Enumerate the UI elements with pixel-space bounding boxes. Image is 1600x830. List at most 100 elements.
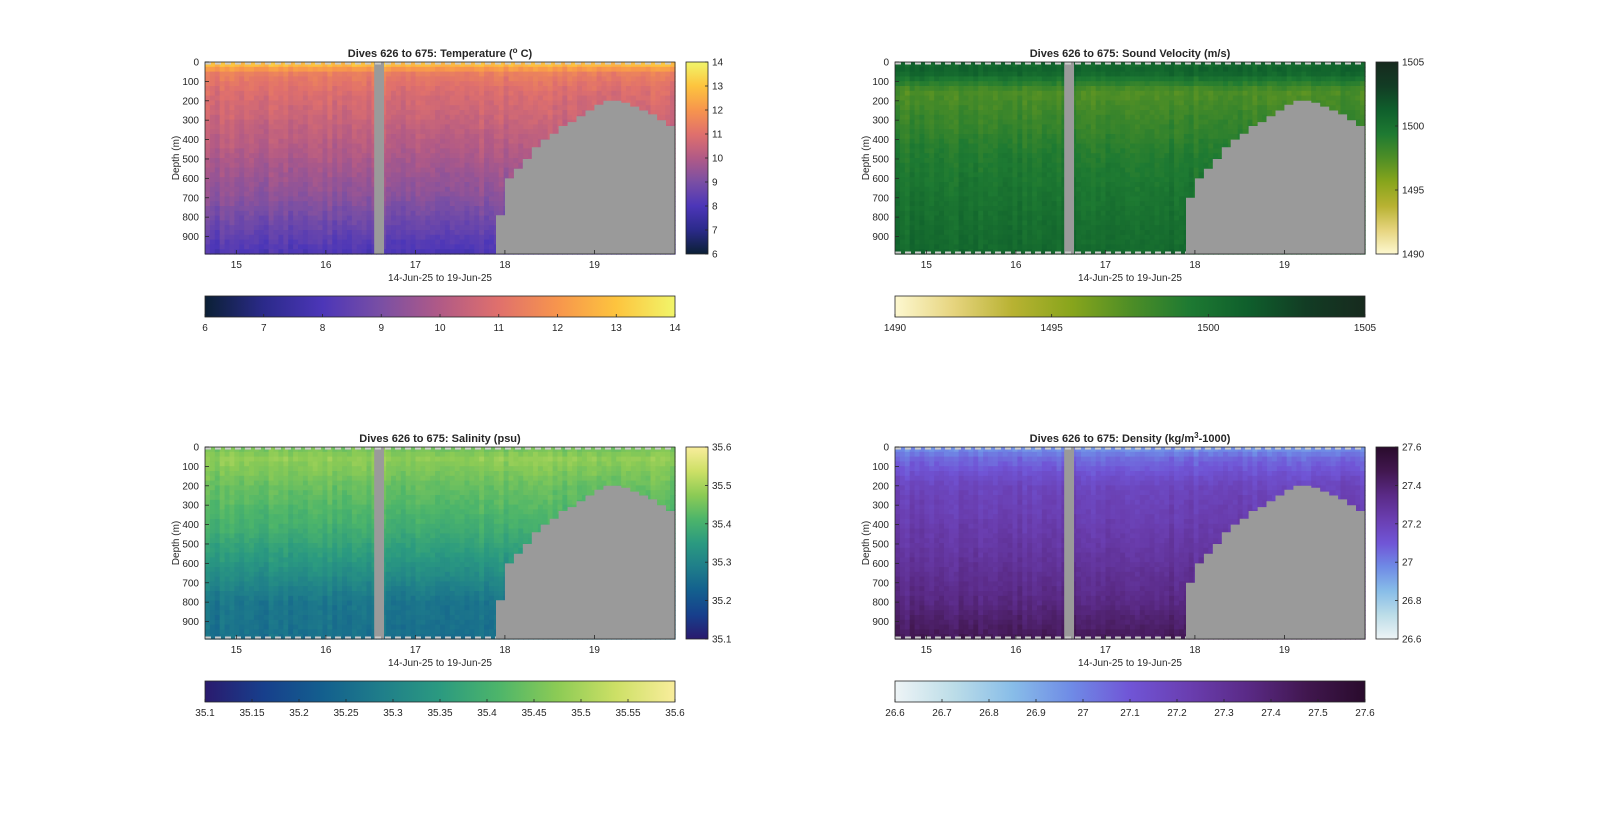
heatmap-cell [464,62,470,68]
heatmap-cell [924,124,930,130]
heatmap-cell [1017,215,1023,221]
heatmap-cell [953,167,960,173]
heatmap-cell [253,148,260,154]
heatmap-cell [440,138,446,145]
heatmap-cell [351,143,358,149]
heatmap-cell [253,244,260,250]
title-part: Dives 626 to 675: Temperature ( [348,48,513,60]
heatmap-cell [1017,167,1023,173]
heatmap-cell [909,100,916,106]
heatmap-cell [895,143,901,149]
heatmap-cell [346,110,353,116]
heatmap-cell [298,153,304,159]
heatmap-cell [909,90,916,97]
heatmap-cell [253,239,260,245]
heatmap-cell [327,100,333,106]
heatmap-cell [988,196,994,202]
heatmap-cell [919,196,925,202]
heatmap-cell [493,196,500,202]
heatmap-cell [361,71,368,77]
heatmap-cell [479,100,485,106]
heatmap-cell [440,177,446,183]
heatmap-cell [244,225,250,231]
heatmap-cell [1002,86,1009,92]
heatmap-cell [273,210,280,217]
heatmap-cell [493,129,500,135]
heatmap-cell [904,215,911,221]
heatmap-cell [968,201,974,207]
heatmap-cell [895,239,901,245]
heatmap-cell [581,81,588,87]
heatmap-cell [332,138,338,145]
heatmap-cell [234,124,240,130]
heatmap-cell [557,114,563,121]
heatmap-cell [224,162,231,169]
heatmap-cell [493,95,500,101]
heatmap-cell [278,230,284,236]
heatmap-cell [934,124,940,130]
heatmap-cell [533,114,539,121]
heatmap-cell [307,244,314,250]
heatmap-cell [523,129,529,135]
heatmap-cell [327,148,333,154]
heatmap-cell [405,210,412,217]
heatmap-cell [513,158,519,164]
heatmap-cell [464,206,470,212]
heatmap-cell [459,105,466,111]
heatmap-cell [395,100,402,106]
heatmap-cell [366,119,373,125]
heatmap-cell [488,215,495,221]
heatmap-cell [229,129,235,135]
heatmap-cell [415,230,422,236]
heatmap-cell [361,210,368,217]
heatmap-cell [249,100,255,106]
heatmap-cell [327,90,333,97]
heatmap-cell [899,177,906,183]
heatmap-cell [943,153,950,159]
heatmap-cell [968,119,974,125]
heatmap-cell [307,153,314,159]
heatmap-cell [498,153,505,159]
heatmap-cell [914,186,921,193]
colorbar-tick-label: 9 [712,178,718,189]
heatmap-cell [914,215,921,221]
heatmap-cell [410,148,417,154]
heatmap-cell [205,71,211,77]
heatmap-cell [983,167,989,173]
heatmap-cell [973,110,979,116]
heatmap-cell [229,177,235,183]
heatmap-cell [1012,225,1018,231]
heatmap-cell [386,105,392,111]
heatmap-cell [591,66,598,73]
heatmap-cell [988,76,994,82]
heatmap-cell [670,119,676,125]
heatmap-cell [635,76,642,82]
heatmap-cell [435,196,441,202]
heatmap-cell [444,220,451,226]
heatmap-cell [234,143,240,149]
heatmap-cell [273,182,280,188]
heatmap-cell [1002,81,1009,87]
heatmap-cell [1017,105,1023,111]
heatmap-cell [929,230,935,236]
heatmap-cell [953,177,960,183]
heatmap-cell [988,95,994,101]
heatmap-cell [224,86,231,92]
heatmap-cell [430,105,436,111]
heatmap-cell [997,138,1004,145]
heatmap-cell [899,239,906,245]
heatmap-cell [924,158,930,164]
heatmap-cell [978,220,984,226]
heatmap-cell [919,134,925,140]
heatmap-cell [968,86,974,92]
heatmap-cell [1012,100,1018,106]
heatmap-cell [440,239,446,245]
heatmap-cell [298,90,304,97]
heatmap-cell [327,71,333,77]
heatmap-cell [635,62,642,68]
heatmap-cell [366,177,373,183]
heatmap-cell [958,220,965,226]
heatmap-cell [542,90,549,97]
heatmap-cell [557,81,563,87]
heatmap-cell [253,134,260,140]
